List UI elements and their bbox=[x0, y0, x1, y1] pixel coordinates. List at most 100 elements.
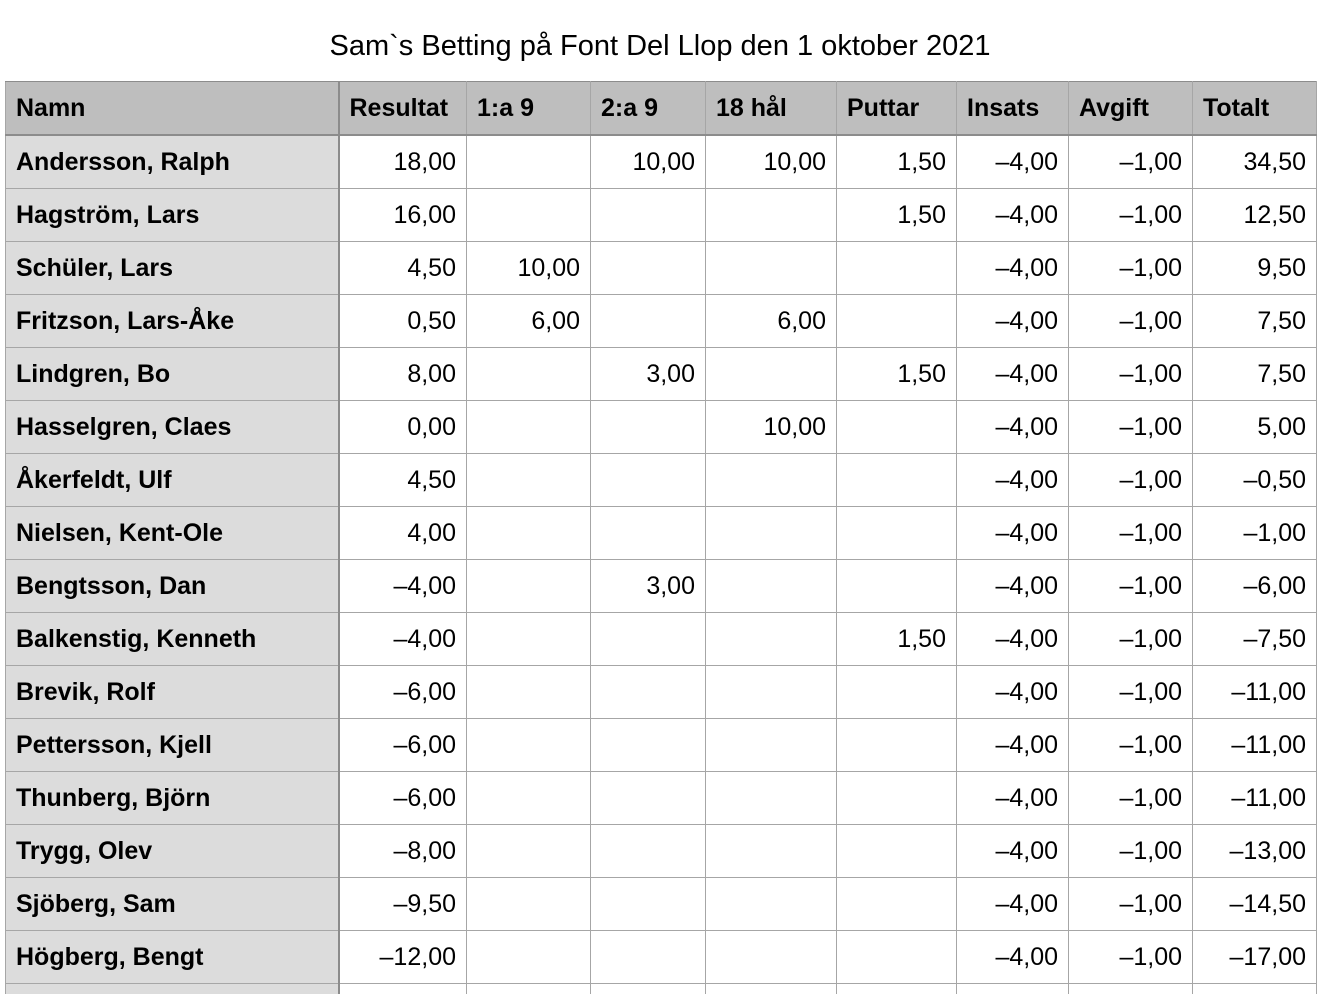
cell-name[interactable]: Åkerfeldt, Ulf bbox=[6, 454, 339, 507]
column-header-1a-9[interactable]: 1:a 9 bbox=[467, 82, 591, 136]
cell-avgift[interactable]: –1,00 bbox=[1069, 666, 1193, 719]
cell-18-hal[interactable] bbox=[706, 931, 837, 984]
cell-2a-9[interactable] bbox=[591, 931, 706, 984]
cell-insats[interactable]: –4,00 bbox=[957, 878, 1069, 931]
cell-totalt[interactable]: 9,50 bbox=[1193, 242, 1317, 295]
cell-avgift[interactable]: –1,00 bbox=[1069, 189, 1193, 242]
cell-18-hal[interactable]: 6,00 bbox=[706, 295, 837, 348]
cell-2a-9[interactable] bbox=[591, 666, 706, 719]
cell-name[interactable]: Bengtsson, Dan bbox=[6, 560, 339, 613]
cell-totalt[interactable]: 7,50 bbox=[1193, 295, 1317, 348]
cell-empty[interactable] bbox=[467, 984, 591, 994]
cell-insats[interactable]: –4,00 bbox=[957, 772, 1069, 825]
cell-1a-9[interactable] bbox=[467, 348, 591, 401]
cell-1a-9[interactable] bbox=[467, 825, 591, 878]
cell-resultat[interactable]: 4,50 bbox=[339, 242, 467, 295]
cell-2a-9[interactable] bbox=[591, 719, 706, 772]
cell-avgift[interactable]: –1,00 bbox=[1069, 242, 1193, 295]
cell-empty[interactable] bbox=[339, 984, 467, 994]
cell-2a-9[interactable] bbox=[591, 401, 706, 454]
cell-resultat[interactable]: –8,00 bbox=[339, 825, 467, 878]
cell-insats[interactable]: –4,00 bbox=[957, 719, 1069, 772]
cell-totalt[interactable]: –17,00 bbox=[1193, 931, 1317, 984]
cell-name[interactable]: Thunberg, Björn bbox=[6, 772, 339, 825]
cell-18-hal[interactable] bbox=[706, 560, 837, 613]
cell-1a-9[interactable] bbox=[467, 454, 591, 507]
cell-totalt[interactable]: –11,00 bbox=[1193, 772, 1317, 825]
cell-insats[interactable]: –4,00 bbox=[957, 560, 1069, 613]
cell-avgift[interactable]: –1,00 bbox=[1069, 931, 1193, 984]
cell-insats[interactable]: –4,00 bbox=[957, 242, 1069, 295]
cell-2a-9[interactable] bbox=[591, 878, 706, 931]
cell-resultat[interactable]: 4,50 bbox=[339, 454, 467, 507]
cell-empty[interactable] bbox=[1069, 984, 1193, 994]
column-header-avgift[interactable]: Avgift bbox=[1069, 82, 1193, 136]
cell-resultat[interactable]: 0,50 bbox=[339, 295, 467, 348]
cell-1a-9[interactable]: 10,00 bbox=[467, 242, 591, 295]
cell-1a-9[interactable] bbox=[467, 560, 591, 613]
cell-resultat[interactable]: 18,00 bbox=[339, 135, 467, 189]
cell-puttar[interactable] bbox=[837, 401, 957, 454]
cell-2a-9[interactable] bbox=[591, 295, 706, 348]
cell-resultat[interactable]: –9,50 bbox=[339, 878, 467, 931]
cell-name[interactable]: Balkenstig, Kenneth bbox=[6, 613, 339, 666]
cell-puttar[interactable] bbox=[837, 242, 957, 295]
cell-empty[interactable] bbox=[706, 984, 837, 994]
cell-18-hal[interactable] bbox=[706, 507, 837, 560]
cell-1a-9[interactable] bbox=[467, 189, 591, 242]
cell-1a-9[interactable] bbox=[467, 931, 591, 984]
cell-insats[interactable]: –4,00 bbox=[957, 401, 1069, 454]
cell-name[interactable]: Högberg, Bengt bbox=[6, 931, 339, 984]
cell-puttar[interactable] bbox=[837, 878, 957, 931]
cell-avgift[interactable]: –1,00 bbox=[1069, 719, 1193, 772]
column-header-totalt[interactable]: Totalt bbox=[1193, 82, 1317, 136]
column-header-2a-9[interactable]: 2:a 9 bbox=[591, 82, 706, 136]
cell-1a-9[interactable] bbox=[467, 772, 591, 825]
cell-avgift[interactable]: –1,00 bbox=[1069, 613, 1193, 666]
cell-puttar[interactable] bbox=[837, 295, 957, 348]
cell-resultat[interactable]: –6,00 bbox=[339, 666, 467, 719]
cell-name[interactable]: Hasselgren, Claes bbox=[6, 401, 339, 454]
cell-resultat[interactable]: 0,00 bbox=[339, 401, 467, 454]
cell-puttar[interactable]: 1,50 bbox=[837, 348, 957, 401]
cell-puttar[interactable] bbox=[837, 719, 957, 772]
column-header-puttar[interactable]: Puttar bbox=[837, 82, 957, 136]
cell-resultat[interactable]: –4,00 bbox=[339, 560, 467, 613]
cell-2a-9[interactable]: 3,00 bbox=[591, 348, 706, 401]
cell-1a-9[interactable] bbox=[467, 135, 591, 189]
cell-totalt[interactable]: 34,50 bbox=[1193, 135, 1317, 189]
column-header-18-hal[interactable]: 18 hål bbox=[706, 82, 837, 136]
cell-2a-9[interactable]: 10,00 bbox=[591, 135, 706, 189]
cell-18-hal[interactable] bbox=[706, 666, 837, 719]
cell-1a-9[interactable] bbox=[467, 666, 591, 719]
cell-puttar[interactable]: 1,50 bbox=[837, 135, 957, 189]
cell-resultat[interactable]: 16,00 bbox=[339, 189, 467, 242]
cell-2a-9[interactable] bbox=[591, 507, 706, 560]
cell-2a-9[interactable] bbox=[591, 189, 706, 242]
cell-totalt[interactable]: –11,00 bbox=[1193, 719, 1317, 772]
cell-totalt[interactable]: 7,50 bbox=[1193, 348, 1317, 401]
cell-puttar[interactable] bbox=[837, 507, 957, 560]
cell-totalt[interactable]: –1,00 bbox=[1193, 507, 1317, 560]
cell-avgift[interactable]: –1,00 bbox=[1069, 295, 1193, 348]
cell-totalt[interactable]: –0,50 bbox=[1193, 454, 1317, 507]
cell-totalt[interactable]: 12,50 bbox=[1193, 189, 1317, 242]
cell-name[interactable]: Lindgren, Bo bbox=[6, 348, 339, 401]
cell-resultat[interactable]: –6,00 bbox=[339, 772, 467, 825]
cell-puttar[interactable] bbox=[837, 772, 957, 825]
cell-puttar[interactable] bbox=[837, 825, 957, 878]
column-header-namn[interactable]: Namn bbox=[6, 82, 339, 136]
cell-avgift[interactable]: –1,00 bbox=[1069, 825, 1193, 878]
cell-insats[interactable]: –4,00 bbox=[957, 189, 1069, 242]
cell-resultat[interactable]: 8,00 bbox=[339, 348, 467, 401]
cell-empty[interactable] bbox=[6, 984, 339, 994]
cell-18-hal[interactable] bbox=[706, 772, 837, 825]
cell-insats[interactable]: –4,00 bbox=[957, 825, 1069, 878]
cell-totalt[interactable]: –14,50 bbox=[1193, 878, 1317, 931]
cell-18-hal[interactable] bbox=[706, 825, 837, 878]
cell-name[interactable]: Pettersson, Kjell bbox=[6, 719, 339, 772]
cell-name[interactable]: Fritzson, Lars-Åke bbox=[6, 295, 339, 348]
cell-insats[interactable]: –4,00 bbox=[957, 348, 1069, 401]
cell-1a-9[interactable] bbox=[467, 401, 591, 454]
cell-18-hal[interactable] bbox=[706, 613, 837, 666]
